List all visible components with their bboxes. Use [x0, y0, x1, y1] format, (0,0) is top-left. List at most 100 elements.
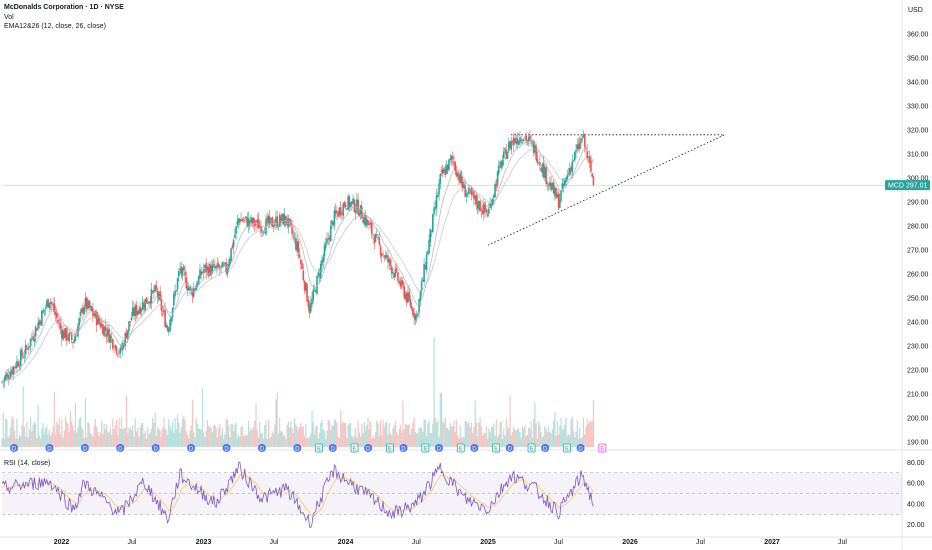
volume-bar: [280, 431, 282, 447]
volume-bar: [430, 432, 433, 447]
symbol-title[interactable]: McDonalds Corporation · 1D · NYSE: [4, 4, 124, 11]
candle-body: [120, 348, 123, 350]
candle-body: [109, 335, 112, 343]
candle-body: [480, 210, 483, 212]
price-tick-label: 230.00: [907, 344, 929, 351]
candle-body: [246, 217, 249, 227]
candle-body: [184, 271, 186, 276]
volume-bar: [387, 434, 389, 447]
dividend-marker-label: D: [543, 447, 548, 453]
volume-bar: [423, 419, 425, 447]
volume-bar: [418, 428, 420, 447]
candle-body: [16, 360, 18, 369]
volume-bar: [190, 425, 192, 447]
candle-body: [414, 314, 417, 321]
volume-bar: [539, 425, 541, 447]
ema-legend[interactable]: EMA12&26 (12, close, 26, close): [4, 23, 106, 30]
volume-bar: [81, 426, 83, 447]
volume-bar: [147, 427, 149, 447]
candle-body: [39, 321, 42, 325]
time-tick-label: 2024: [338, 539, 354, 546]
candle-body: [357, 199, 359, 215]
volume-bar: [425, 436, 428, 447]
volume-bar: [312, 422, 314, 447]
candle-body: [432, 214, 434, 233]
volume-bar: [569, 435, 571, 447]
candle-body: [389, 259, 392, 266]
candle-body: [7, 375, 10, 379]
candle-body: [333, 210, 336, 225]
candle-body: [79, 311, 82, 316]
volume-bar: [330, 430, 332, 447]
volume-bar: [259, 421, 261, 447]
volume-bar: [22, 386, 24, 447]
candle-body: [31, 336, 33, 338]
volume-bar: [516, 428, 519, 447]
candle-body: [222, 264, 225, 266]
candle-body: [427, 251, 429, 255]
candle-body: [507, 142, 510, 152]
candle-body: [165, 325, 168, 328]
candle-body: [438, 183, 440, 195]
candle-body: [44, 307, 47, 309]
volume-bar: [132, 425, 134, 447]
dividend-marker: [10, 444, 19, 452]
candle-body: [95, 312, 98, 326]
time-tick-label: 2027: [764, 539, 780, 546]
volume-bar: [350, 423, 352, 447]
volume-bar: [526, 434, 529, 447]
volume-bar: [475, 422, 477, 447]
volume-bar: [284, 434, 286, 447]
candle-body: [46, 300, 48, 307]
volume-bar: [325, 438, 327, 447]
price-tick-label: 310.00: [907, 152, 929, 159]
volume-bar: [346, 437, 348, 447]
dividend-marker-label: D: [224, 447, 229, 453]
candle-body: [590, 160, 592, 172]
candle-body: [136, 311, 139, 315]
volume-bar: [480, 426, 482, 447]
volume-bar: [548, 426, 550, 447]
volume-bar: [482, 435, 484, 447]
volume-bar: [394, 420, 397, 447]
volume-bar: [159, 430, 161, 447]
time-tick-label: 2022: [54, 539, 70, 546]
candle-body: [505, 149, 508, 159]
volume-bar: [195, 418, 197, 447]
volume-bar: [189, 430, 191, 447]
candle-body: [133, 307, 135, 316]
rsi-legend[interactable]: RSI (14, close): [4, 460, 51, 467]
candle-body: [592, 176, 595, 186]
candle-body: [418, 299, 420, 313]
candle-body: [293, 237, 296, 239]
candle-body: [242, 220, 245, 221]
volume-bar: [282, 435, 285, 447]
candle-body: [420, 281, 423, 292]
volume-bar: [342, 421, 344, 447]
volume-bar: [76, 432, 78, 447]
volume-bar: [549, 431, 551, 447]
volume-bar: [213, 425, 215, 447]
candle-body: [448, 159, 450, 170]
candle-body: [351, 201, 353, 205]
volume-bar: [133, 436, 135, 447]
candle-body: [291, 226, 293, 235]
volume-bar: [118, 418, 120, 447]
candle-body: [52, 304, 54, 306]
candle-body: [174, 290, 176, 296]
trendlines[interactable]: [487, 134, 725, 246]
volume-legend[interactable]: Vol: [4, 14, 14, 21]
candle-body: [515, 140, 518, 144]
volume-bar: [158, 428, 160, 447]
candle-body: [114, 344, 117, 348]
volume-bar: [513, 426, 515, 447]
candle-body: [63, 330, 66, 339]
volume-bar: [185, 431, 187, 447]
candle-body: [270, 218, 272, 219]
event-markers[interactable]: D D D D D D D D D D D D D D D D DE E E E E E E E E: [10, 443, 607, 453]
candle-body: [586, 150, 589, 159]
volume-bar: [130, 430, 133, 447]
candle-body: [504, 148, 506, 151]
volume-bar: [443, 422, 445, 447]
